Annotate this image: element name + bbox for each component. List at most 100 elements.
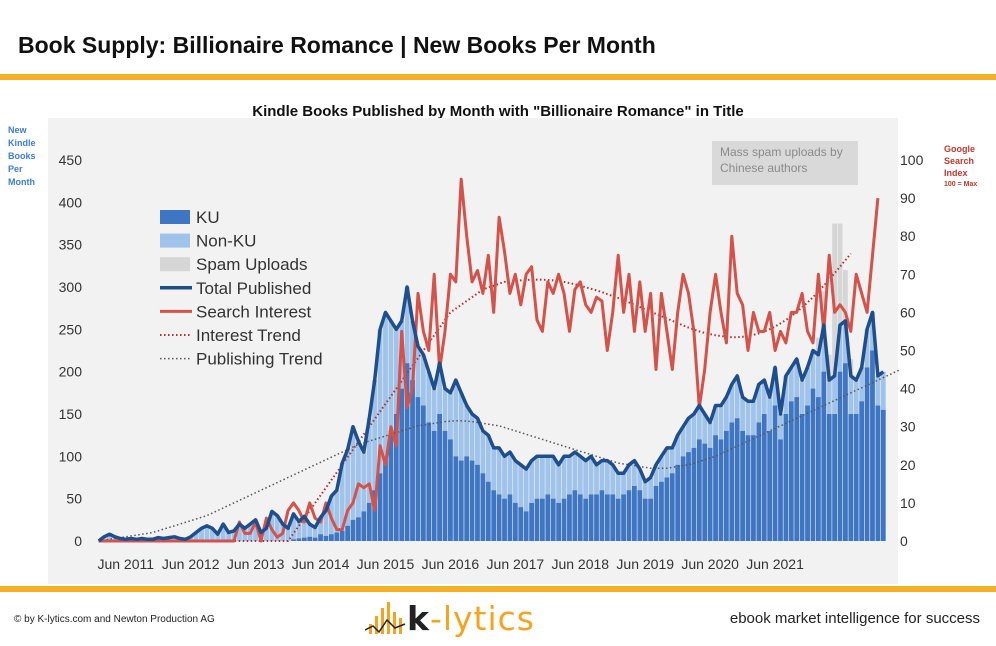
left-axis-title-line: Per: [8, 164, 23, 174]
y2-tick-label: 80: [900, 228, 916, 244]
ku-bar: [653, 485, 659, 541]
ku-bar: [626, 490, 632, 541]
non-ku-bar: [274, 515, 280, 541]
ku-bar: [707, 447, 713, 541]
ku-bar: [767, 430, 773, 541]
x-tick-label: Jun 2014: [292, 556, 350, 572]
spam-annotation: Mass spam uploads by Chinese authors: [712, 141, 858, 185]
ku-bar: [442, 430, 448, 541]
non-ku-bar: [567, 456, 572, 495]
ku-bar: [388, 430, 394, 541]
non-ku-bar: [502, 456, 507, 499]
legend-label: Search Interest: [196, 302, 312, 321]
y-tick-label: 0: [74, 533, 82, 549]
spam-bar: [837, 223, 843, 326]
logo-text: k-lytics: [407, 599, 535, 638]
non-ku-bar: [572, 452, 578, 491]
non-ku-bar: [621, 473, 626, 495]
ku-bar: [686, 452, 691, 541]
y2-tick-label: 20: [900, 457, 916, 473]
ku-bar: [534, 498, 540, 541]
non-ku-bar: [431, 388, 437, 431]
ku-bar: [550, 498, 556, 541]
non-ku-bar: [707, 422, 713, 448]
legend-swatch: [160, 233, 190, 248]
non-ku-bar: [761, 380, 767, 414]
legend-swatch: [160, 257, 190, 272]
non-ku-bar: [518, 464, 524, 508]
ku-bar: [567, 494, 572, 541]
non-ku-bar: [545, 456, 551, 495]
left-axis-title: New Kindle Books Per Month: [8, 124, 48, 189]
ku-bar: [615, 498, 621, 541]
non-ku-bar: [599, 460, 605, 491]
non-ku-bar: [448, 392, 453, 440]
legend-label: Non-KU: [196, 232, 256, 251]
ku-bar: [507, 494, 513, 541]
non-ku-bar: [458, 392, 464, 461]
non-ku-bar: [388, 320, 394, 431]
non-ku-bar: [648, 477, 654, 499]
ku-bar: [307, 536, 313, 541]
ku-bar: [664, 477, 670, 541]
non-ku-bar: [631, 460, 637, 486]
search-interest-line: [98, 177, 880, 543]
non-ku-bar: [307, 524, 313, 537]
ku-bar: [702, 443, 708, 541]
non-ku-bar: [880, 371, 886, 410]
ku-bar: [880, 409, 886, 541]
non-ku-bar: [756, 384, 762, 423]
y-tick-label: 50: [66, 491, 82, 507]
non-ku-bar: [188, 536, 194, 541]
non-ku-bar: [209, 528, 215, 541]
non-ku-bar: [442, 388, 448, 431]
ku-bar: [339, 530, 345, 541]
y-tick-label: 450: [59, 152, 83, 168]
non-ku-bar: [372, 380, 378, 491]
non-ku-bar: [729, 384, 735, 423]
ku-bar: [420, 405, 426, 541]
ku-bar: [799, 414, 805, 541]
non-ku-bar: [832, 375, 838, 414]
non-ku-bar: [312, 527, 318, 538]
ku-bar: [496, 494, 502, 541]
non-ku-bar: [296, 521, 302, 539]
non-ku-bar: [291, 513, 296, 540]
non-ku-bar: [356, 441, 361, 518]
non-ku-bar: [491, 447, 497, 491]
non-ku-bar: [469, 414, 475, 461]
ku-bar: [393, 414, 399, 541]
ku-bar: [778, 439, 783, 541]
non-ku-bar: [464, 405, 470, 457]
y2-tick-label: 100: [900, 152, 924, 168]
non-ku-bar: [415, 346, 421, 398]
ku-bar: [810, 388, 816, 541]
logo-lytics: -lytics: [429, 599, 536, 638]
y-tick-label: 300: [59, 279, 83, 295]
ku-bar: [399, 388, 405, 541]
non-ku-bar: [107, 534, 112, 541]
ku-bar: [864, 367, 870, 541]
klytics-logo: k-lytics: [365, 598, 545, 642]
non-ku-bar: [805, 367, 810, 406]
copyright-text: © by K-lytics.com and Newton Production …: [14, 614, 215, 625]
ku-bar: [485, 481, 491, 541]
non-ku-bar: [788, 367, 794, 402]
ku-bar: [404, 363, 410, 541]
ku-bar: [745, 435, 751, 541]
non-ku-bar: [410, 320, 415, 381]
x-tick-label: Jun 2019: [616, 556, 674, 572]
non-ku-bar: [475, 418, 480, 465]
non-ku-bar: [859, 367, 865, 402]
ku-bar: [837, 371, 843, 541]
left-axis-title-line: Books: [8, 151, 36, 161]
non-ku-bar: [626, 464, 632, 491]
x-tick-label: Jun 2012: [162, 556, 220, 572]
ku-bar: [832, 414, 838, 541]
right-axis-title-line: Index: [944, 168, 968, 178]
ku-bar: [437, 414, 443, 541]
ku-bar: [366, 502, 372, 541]
ku-bar: [529, 502, 534, 541]
legend-label: Publishing Trend: [196, 350, 323, 369]
ku-bar: [448, 439, 453, 541]
